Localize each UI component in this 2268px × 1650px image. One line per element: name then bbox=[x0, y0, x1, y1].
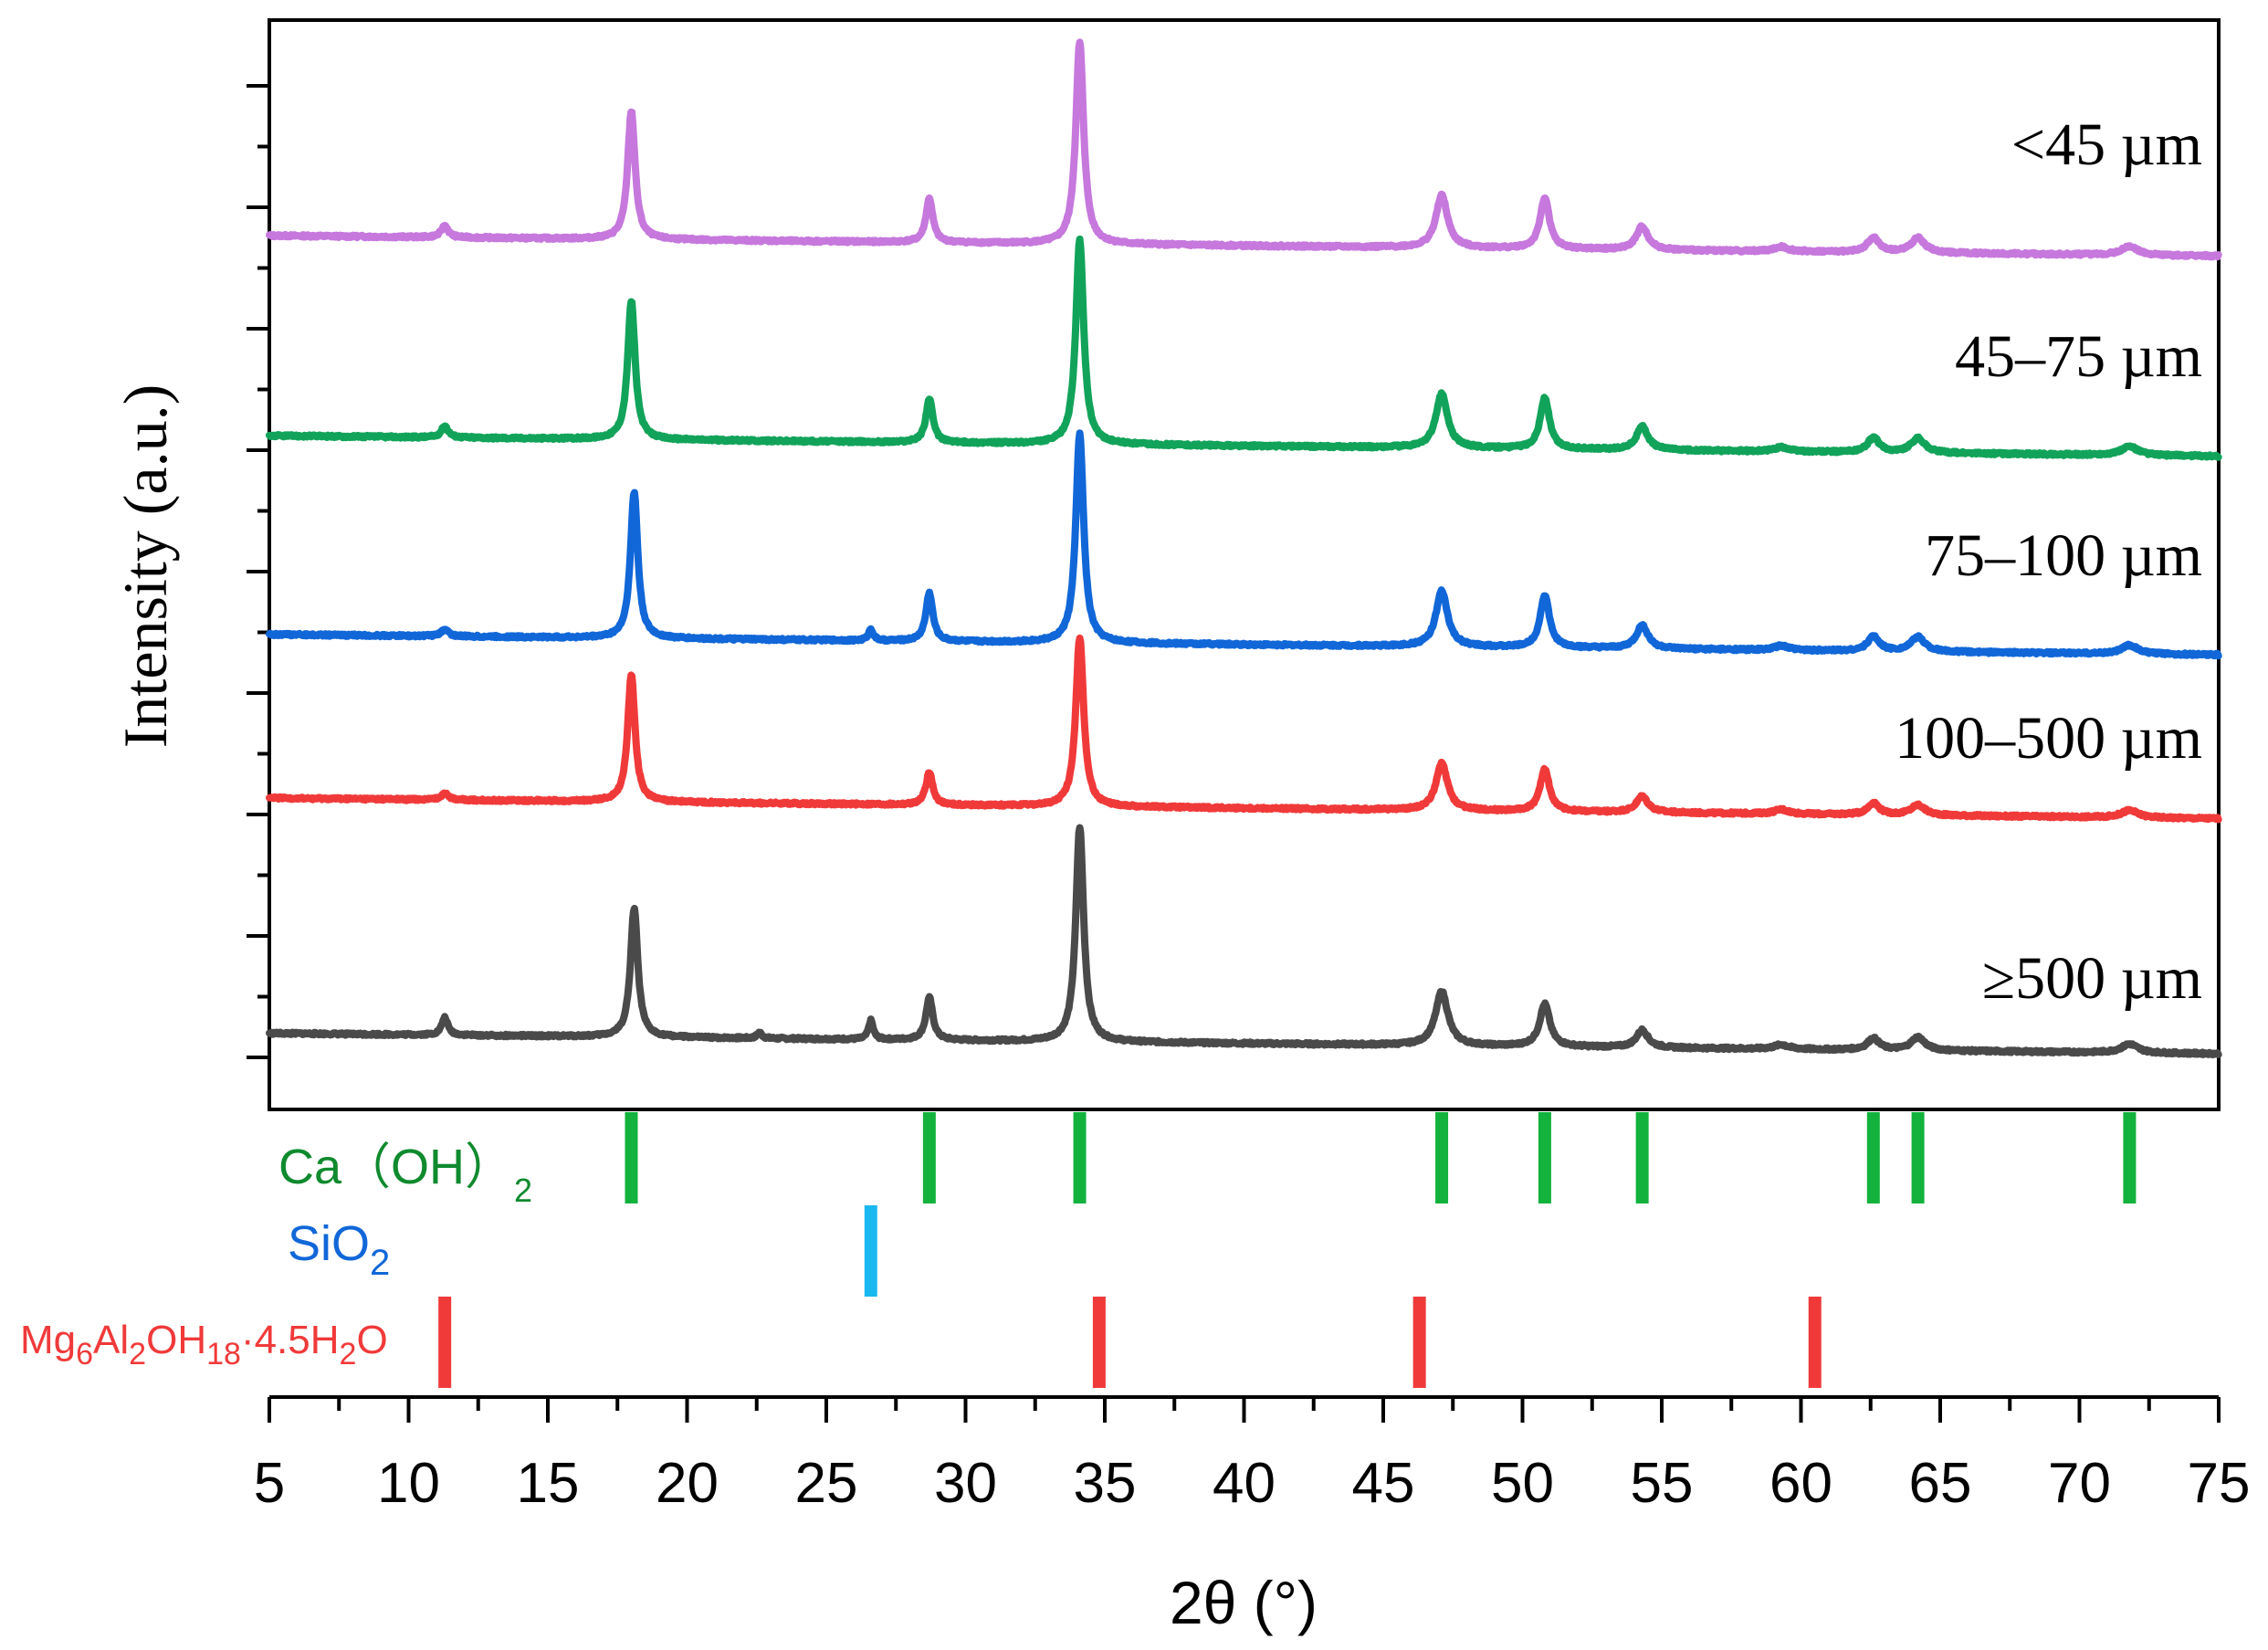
trace-series-4 bbox=[266, 824, 2222, 1058]
trace-series-0 bbox=[266, 38, 2222, 261]
y-axis-label: Intensity (a.u.) bbox=[110, 384, 180, 748]
y-axis-ticks bbox=[247, 84, 269, 1059]
x-tick-label: 5 bbox=[254, 1452, 285, 1515]
x-tick-label: 45 bbox=[1352, 1452, 1415, 1515]
plot-frame bbox=[268, 18, 2221, 1111]
reference-label-part-7: 2 bbox=[340, 1337, 357, 1371]
series-label-group: <45 µm 45–75 µm 75–100 µm 100–500 µm ≥500 µm bbox=[1895, 111, 2202, 1012]
reference-label-part-2: Al bbox=[93, 1318, 129, 1362]
reference-bar-0 bbox=[922, 1112, 936, 1203]
x-tick-label: 40 bbox=[1213, 1452, 1276, 1515]
x-tick-label: 55 bbox=[1631, 1452, 1694, 1515]
x-tick-label: 10 bbox=[377, 1452, 440, 1515]
reference-bar-0 bbox=[1073, 1112, 1087, 1203]
x-tick-label: 75 bbox=[2188, 1452, 2251, 1515]
series-label-3: 100–500 µm bbox=[1895, 705, 2202, 772]
reference-label-sio2-subscript: 2 bbox=[370, 1243, 390, 1283]
series-label-0: <45 µm bbox=[2011, 111, 2202, 178]
reference-bar-group bbox=[438, 1112, 2137, 1388]
x-tick-label: 50 bbox=[1491, 1452, 1554, 1515]
series-label-4: ≥500 µm bbox=[1982, 945, 2202, 1012]
trace-group bbox=[266, 38, 2222, 1058]
x-axis-ticks: 5 10 15 20 25 30 35 40 45 50 55 60 65 70 75 bbox=[254, 1397, 2251, 1515]
x-tick-label: 60 bbox=[1769, 1452, 1832, 1515]
reference-label-part-8: O bbox=[356, 1318, 387, 1362]
reference-bar-2 bbox=[438, 1297, 452, 1388]
reference-bar-0 bbox=[2123, 1112, 2137, 1203]
x-tick-label: 30 bbox=[934, 1452, 997, 1515]
trace-series-2 bbox=[266, 429, 2222, 660]
reference-label-caoh2: Ca（OH）2 bbox=[278, 1140, 532, 1209]
reference-label-caoh2-text: Ca（OH） bbox=[278, 1140, 514, 1194]
reference-label-part-1: 6 bbox=[76, 1337, 93, 1371]
series-label-2: 75–100 µm bbox=[1925, 522, 2202, 589]
trace-series-3 bbox=[266, 634, 2222, 824]
reference-bar-2 bbox=[1412, 1297, 1426, 1388]
x-axis-label: 2θ (°) bbox=[1170, 1569, 1318, 1636]
trace-series-1 bbox=[266, 235, 2222, 461]
reference-bar-0 bbox=[625, 1112, 638, 1203]
reference-bar-2 bbox=[1092, 1297, 1106, 1388]
x-tick-label: 70 bbox=[2048, 1452, 2111, 1515]
reference-label-sio2-text: SiO bbox=[288, 1216, 370, 1271]
reference-label-sio2: SiO2 bbox=[288, 1216, 390, 1283]
reference-bar-0 bbox=[1538, 1112, 1551, 1203]
reference-bar-0 bbox=[1635, 1112, 1649, 1203]
reference-bar-2 bbox=[1808, 1297, 1822, 1388]
reference-label-part-4: OH bbox=[146, 1318, 206, 1362]
x-tick-label: 65 bbox=[1909, 1452, 1972, 1515]
reference-bar-1 bbox=[864, 1205, 877, 1297]
x-tick-label: 35 bbox=[1074, 1452, 1137, 1515]
x-tick-label: 20 bbox=[656, 1452, 719, 1515]
reference-label-caoh2-subscript: 2 bbox=[514, 1172, 532, 1209]
x-tick-label: 15 bbox=[517, 1452, 580, 1515]
reference-label-hydrotalcite: Mg6Al2OH18·4.5H2O bbox=[20, 1318, 388, 1371]
reference-label-part-5: 18 bbox=[206, 1337, 241, 1371]
reference-bar-0 bbox=[1911, 1112, 1925, 1203]
reference-bar-0 bbox=[1866, 1112, 1880, 1203]
reference-bar-0 bbox=[1435, 1112, 1449, 1203]
reference-label-part-6: ·4.5H bbox=[241, 1318, 340, 1362]
reference-label-part-3: 2 bbox=[129, 1337, 146, 1371]
x-tick-label: 25 bbox=[795, 1452, 858, 1515]
reference-label-part-0: Mg bbox=[20, 1318, 76, 1362]
series-label-1: 45–75 µm bbox=[1955, 323, 2202, 390]
